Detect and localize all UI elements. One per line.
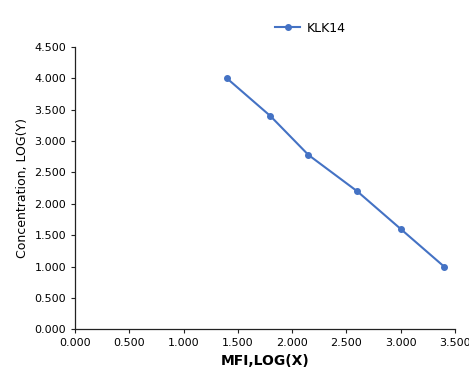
Y-axis label: Concentration, LOG(Y): Concentration, LOG(Y) [15, 118, 29, 258]
X-axis label: MFI,LOG(X): MFI,LOG(X) [220, 354, 310, 368]
KLK14 [224, 76, 230, 81]
KLK14 [441, 264, 447, 269]
KLK14 [306, 152, 311, 157]
KLK14 [268, 114, 273, 118]
KLK14 [355, 189, 360, 194]
Legend: KLK14: KLK14 [271, 16, 351, 40]
KLK14 [398, 227, 403, 231]
Line: KLK14: KLK14 [224, 76, 447, 269]
